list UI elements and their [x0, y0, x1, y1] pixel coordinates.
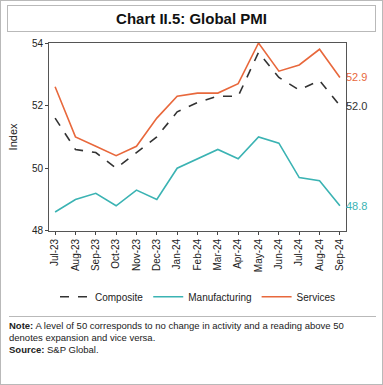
- svg-text:May-24: May-24: [253, 238, 264, 272]
- svg-text:Jul-23: Jul-23: [49, 238, 60, 266]
- svg-text:48: 48: [32, 225, 44, 236]
- svg-text:Index: Index: [7, 123, 19, 150]
- svg-text:Aug-23: Aug-23: [70, 238, 81, 271]
- svg-text:Composite: Composite: [95, 292, 143, 303]
- svg-text:Oct-23: Oct-23: [110, 238, 121, 268]
- svg-text:Jun-24: Jun-24: [273, 238, 284, 269]
- svg-text:Sep-23: Sep-23: [90, 238, 101, 271]
- svg-text:Jul-24: Jul-24: [293, 238, 304, 266]
- html-text:Note: A level of 50 correspond: Note: A level of 50 corresponds to no ch…: [9, 320, 344, 343]
- svg-text:Jan-24: Jan-24: [171, 238, 182, 269]
- svg-text:Nov-23: Nov-23: [131, 238, 142, 271]
- svg-text:Manufacturing: Manufacturing: [188, 292, 251, 303]
- svg-text:Feb-24: Feb-24: [192, 238, 203, 270]
- html-text:Chart II.5: Global PMI: Chart II.5: Global PMI: [116, 10, 267, 27]
- svg-text:50: 50: [32, 163, 44, 174]
- svg-text:54: 54: [32, 38, 44, 49]
- svg-text:Apr-24: Apr-24: [232, 238, 243, 268]
- svg-text:52.9: 52.9: [346, 71, 367, 83]
- svg-text:52: 52: [32, 100, 44, 111]
- html-text:Source: S&P Global.: Source: S&P Global.: [9, 343, 99, 355]
- svg-text:Sep-24: Sep-24: [334, 238, 345, 271]
- svg-text:48.8: 48.8: [346, 200, 367, 212]
- svg-text:52.0: 52.0: [346, 100, 367, 112]
- svg-text:Mar-24: Mar-24: [212, 238, 223, 270]
- svg-text:Services: Services: [297, 292, 335, 303]
- svg-text:Aug-24: Aug-24: [314, 238, 325, 271]
- svg-text:Dec-23: Dec-23: [151, 238, 162, 271]
